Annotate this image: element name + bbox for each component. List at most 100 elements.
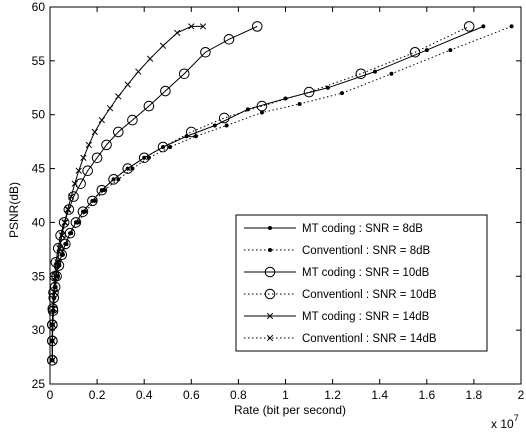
- y-tick-label: 55: [32, 54, 46, 68]
- x-marker-stroke: [49, 321, 56, 328]
- data-point: [91, 128, 98, 136]
- data-point: [80, 154, 87, 161]
- x-axis-label: Rate (bit per second): [234, 403, 346, 417]
- x-tick-label: 0.2: [89, 388, 106, 402]
- data-point: [68, 191, 79, 202]
- x-marker-stroke: [98, 116, 105, 124]
- data-point: [303, 86, 315, 98]
- data-point: [355, 68, 367, 80]
- data-point: [372, 69, 377, 74]
- data-point: [122, 163, 134, 174]
- x-marker-stroke: [85, 141, 93, 149]
- data-point: [188, 23, 195, 30]
- x-marker-stroke: [75, 167, 82, 174]
- data-point: [168, 145, 173, 150]
- legend-marker: [268, 226, 272, 230]
- data-point: [75, 167, 82, 174]
- x-multiplier-label: x 107: [491, 413, 519, 431]
- x-tick-label: 1.6: [418, 388, 435, 402]
- data-point: [65, 206, 72, 213]
- x-marker-stroke: [49, 337, 56, 345]
- y-tick-label: 40: [32, 215, 46, 229]
- data-point: [212, 123, 217, 128]
- data-point: [200, 46, 211, 58]
- data-point: [138, 152, 150, 164]
- x-marker-stroke: [51, 289, 58, 296]
- data-point: [48, 287, 59, 298]
- legend-label: MT coding : SNR = 14dB: [302, 311, 430, 323]
- x-marker-stroke: [188, 23, 195, 30]
- legend-label: Conventionl : SNR = 8dB: [302, 245, 430, 257]
- y-tick-label: 50: [32, 108, 46, 122]
- data-point: [481, 24, 486, 29]
- data-point: [218, 112, 230, 124]
- x-marker-stroke: [146, 55, 154, 62]
- legend-label: Conventionl : SNR = 10dB: [302, 289, 437, 301]
- x-marker-stroke: [266, 312, 274, 320]
- data-point: [64, 227, 76, 239]
- x-tick-label: 0: [47, 388, 54, 402]
- x-marker-stroke: [56, 245, 64, 252]
- y-axis-label: PSNR(dB): [7, 182, 21, 238]
- data-point: [245, 107, 250, 112]
- data-point: [251, 21, 263, 32]
- data-point: [96, 184, 108, 196]
- y-tick-label: 35: [32, 269, 46, 283]
- x-tick-label: 0.4: [136, 388, 153, 402]
- data-point: [50, 305, 57, 312]
- data-point: [124, 81, 131, 88]
- data-point: [58, 217, 70, 228]
- x-marker-stroke: [50, 305, 57, 312]
- x-marker-stroke: [59, 232, 66, 239]
- data-point: [59, 232, 66, 239]
- data-point: [127, 114, 138, 126]
- data-point: [50, 256, 62, 268]
- data-point: [70, 217, 82, 228]
- x-marker-stroke: [65, 206, 72, 213]
- x-tick-label: 0.6: [183, 388, 200, 402]
- data-point: [112, 126, 124, 138]
- series-6: [49, 206, 72, 364]
- data-point: [69, 231, 74, 236]
- data-point: [68, 193, 75, 200]
- data-point: [259, 110, 264, 115]
- data-point: [157, 141, 169, 153]
- data-point: [463, 21, 475, 32]
- axes: 0 0.2 0.4 0.6 0.8 1 1.2 1.4 1.6 1.8 2 25 30 35 40 45 50 5…: [32, 0, 525, 402]
- data-point: [224, 123, 229, 128]
- y-tick-label: 45: [32, 162, 46, 176]
- y-tick-label: 25: [32, 377, 46, 391]
- data-point: [85, 141, 93, 149]
- x-marker-stroke: [68, 193, 75, 200]
- x-marker-stroke: [71, 180, 78, 187]
- x-tick-label: 1.2: [324, 388, 341, 402]
- series-layer: [47, 21, 514, 366]
- data-point: [76, 220, 81, 225]
- data-point: [143, 100, 155, 112]
- data-point: [98, 116, 105, 124]
- legend-box: [235, 214, 488, 352]
- x-marker-stroke: [91, 128, 98, 136]
- data-point: [297, 101, 302, 106]
- data-point: [52, 273, 60, 280]
- data-point: [159, 42, 167, 49]
- legend-marker: [264, 266, 276, 278]
- x-marker-stroke: [174, 29, 181, 37]
- x-tick-label: 0.8: [230, 388, 247, 402]
- data-point: [77, 206, 89, 217]
- data-point: [91, 152, 103, 164]
- x-marker-stroke: [106, 105, 114, 112]
- x-marker-stroke: [52, 273, 60, 280]
- data-point: [87, 195, 98, 207]
- data-point: [409, 46, 421, 58]
- data-point: [108, 174, 119, 185]
- y-tick-label: 30: [32, 323, 46, 337]
- x-marker-stroke: [80, 154, 87, 161]
- legend-marker: [266, 334, 274, 342]
- data-point: [178, 68, 190, 80]
- legend-label: Conventionl : SNR = 14dB: [302, 333, 437, 345]
- data-point: [186, 126, 197, 138]
- data-point: [106, 105, 114, 112]
- data-point: [75, 178, 86, 189]
- x-tick-label: 2: [518, 388, 525, 402]
